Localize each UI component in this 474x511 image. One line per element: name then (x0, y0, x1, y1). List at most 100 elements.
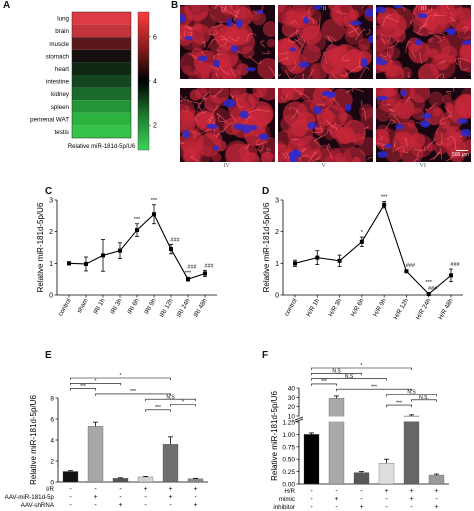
red-stain (189, 89, 202, 101)
red-fiber (355, 28, 366, 41)
significance-label: *** (130, 389, 136, 395)
blue-nucleus (197, 55, 208, 62)
red-fiber (341, 54, 350, 62)
y-tick-label: 3 (49, 198, 53, 205)
red-fiber (313, 134, 323, 142)
y-tick-label: 1 (275, 261, 279, 268)
heatmap-chart: lung brain muscle stomach heart intestine kidn… (30, 11, 157, 151)
red-fiber (303, 68, 315, 79)
red-fiber (216, 112, 229, 125)
category-label: lung (57, 16, 69, 23)
condition-label: H/R (284, 488, 295, 495)
data-point (118, 248, 122, 253)
y-tick-label: 2 (50, 459, 54, 466)
red-fiber (325, 35, 333, 46)
panel-label-e: E (45, 350, 52, 361)
blue-nucleus (414, 39, 423, 46)
red-fiber (301, 16, 315, 25)
red-fiber (209, 65, 220, 70)
x-tick-label: sham (76, 298, 90, 315)
y-tick-label: 10 (288, 414, 296, 421)
red-stain (285, 10, 303, 28)
red-fiber (180, 36, 182, 39)
y-tick-label: 0 (49, 293, 53, 300)
red-fiber (435, 122, 447, 134)
y-axis-label: Relative miR-181d-5p/U6 (36, 202, 45, 292)
x-tick-label: IRI 48h (193, 297, 209, 319)
red-fiber (217, 115, 225, 123)
blue-nucleus (350, 20, 362, 26)
red-fiber (302, 73, 305, 79)
significance-label: N.S. (419, 395, 429, 401)
red-fiber (230, 5, 232, 9)
micrograph-image (180, 88, 275, 162)
red-stain (342, 147, 367, 162)
red-fiber (230, 114, 237, 122)
y-axis-label: Relative miR-181d-5p/U6 (29, 395, 38, 485)
red-fiber (198, 127, 214, 135)
category-label: stomach (46, 53, 70, 60)
significance-marker: * (361, 230, 364, 236)
red-stain (447, 55, 456, 64)
x-tick-label: IRI 1h (92, 297, 107, 315)
blue-nucleus (360, 58, 368, 64)
red-stain (360, 107, 373, 131)
blue-nucleus (223, 99, 236, 108)
red-stain (251, 11, 266, 26)
red-fiber (372, 36, 373, 38)
significance-marker: *** (426, 280, 433, 286)
blue-nucleus (180, 14, 186, 24)
red-fiber (308, 6, 312, 15)
blue-nucleus (461, 40, 471, 46)
red-fiber (195, 111, 207, 123)
x-tick-label: IRI 6h (126, 297, 141, 315)
significance-bracket (70, 383, 121, 386)
significance-bracket (70, 377, 171, 380)
red-fiber (288, 106, 301, 115)
significance-marker: ### (170, 237, 180, 243)
red-stain (428, 48, 439, 59)
blue-nucleus (376, 6, 387, 14)
red-fiber (381, 14, 392, 27)
blue-nucleus (313, 5, 323, 10)
red-fiber (361, 107, 367, 121)
blue-nucleus (258, 133, 269, 141)
red-fiber (405, 41, 412, 53)
red-fiber (290, 61, 297, 72)
condition-sign: - (69, 494, 72, 501)
heatmap-cell (72, 112, 131, 126)
red-fiber (183, 30, 193, 37)
heatmap-cell (72, 49, 131, 63)
condition-sign: - (335, 504, 338, 511)
condition-sign: - (360, 488, 363, 495)
red-fiber (439, 60, 446, 64)
red-fiber (190, 155, 202, 162)
blue-nucleus (245, 67, 256, 72)
significance-label: *** (396, 400, 402, 406)
red-stain (376, 24, 384, 36)
red-fiber (244, 143, 250, 150)
red-stain (309, 62, 328, 79)
red-stain (236, 63, 249, 76)
heatmap-cell (72, 12, 131, 25)
scale-tick-label: 2 (153, 123, 157, 130)
blue-nucleus (321, 90, 334, 97)
red-fiber (210, 117, 216, 132)
y-tick-label: 40 (288, 386, 296, 393)
panel-label-a: A (3, 0, 11, 11)
red-fiber (390, 108, 396, 112)
micrograph-label: V (321, 163, 326, 169)
red-fiber (298, 90, 311, 99)
condition-sign: - (94, 502, 97, 509)
red-fiber (404, 96, 410, 104)
y-tick-label: 30 (288, 395, 296, 402)
red-fiber (327, 128, 334, 135)
red-stain (408, 41, 431, 64)
condition-sign: + (434, 504, 438, 511)
red-stain (183, 147, 201, 162)
condition-sign: + (168, 494, 172, 501)
red-fiber (446, 5, 451, 10)
red-stain (459, 100, 471, 117)
red-fiber (327, 148, 333, 159)
significance-marker: *** (185, 270, 192, 276)
